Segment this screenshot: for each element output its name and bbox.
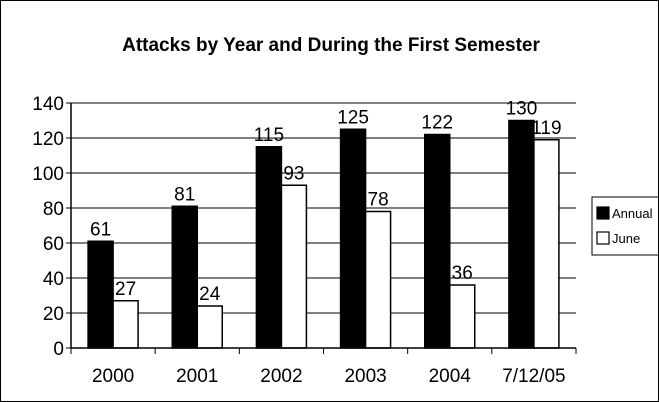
y-tick-label: 60 xyxy=(43,234,64,255)
data-label: 78 xyxy=(368,190,389,211)
data-label: 36 xyxy=(452,263,473,284)
legend-label-june: June xyxy=(612,231,640,246)
x-tick-label: 2003 xyxy=(344,366,386,387)
bar-june-2000 xyxy=(112,300,139,349)
bar-annual-2000 xyxy=(87,240,114,349)
bar-annual-2003 xyxy=(339,128,367,349)
bars xyxy=(87,119,560,349)
bar-june-2003 xyxy=(364,210,392,349)
y-tick-label: 140 xyxy=(32,94,64,115)
bar-annual-2002 xyxy=(255,146,283,349)
y-tick-label: 120 xyxy=(32,129,64,150)
data-label: 122 xyxy=(421,113,453,134)
gridlines xyxy=(71,102,576,349)
bar-june-2004 xyxy=(449,284,476,349)
x-tick-label: 7/12/05 xyxy=(502,366,565,387)
x-axis-ticks: 2000 2001 2002 2003 2004 7/12/05 xyxy=(70,348,577,387)
data-label: 81 xyxy=(174,184,195,205)
axes xyxy=(70,103,576,349)
bar-june-7/12/05 xyxy=(533,139,560,349)
data-label: 24 xyxy=(199,284,221,305)
y-tick-label: 100 xyxy=(32,164,64,185)
bar-annual-2004 xyxy=(424,133,451,349)
data-label: 130 xyxy=(506,99,538,120)
y-tick-label: 80 xyxy=(43,199,64,220)
x-tick-label: 2002 xyxy=(260,366,302,387)
y-axis-ticks: 0 20 40 60 80 100 120 140 xyxy=(32,94,71,360)
x-tick-label: 2001 xyxy=(176,366,218,387)
bar-annual-7/12/05 xyxy=(508,119,535,349)
data-label: 93 xyxy=(283,163,304,184)
data-label: 119 xyxy=(531,118,561,139)
x-tick-label: 2000 xyxy=(92,366,134,387)
x-tick-label: 2004 xyxy=(429,366,472,387)
data-label: 61 xyxy=(90,219,111,240)
data-label: 27 xyxy=(115,279,136,300)
bar-june-2002 xyxy=(280,184,308,349)
data-label: 125 xyxy=(337,107,369,128)
legend-swatch-june xyxy=(596,231,610,245)
y-tick-label: 0 xyxy=(53,339,64,360)
data-label: 115 xyxy=(254,125,284,146)
legend-label-annual: Annual xyxy=(612,206,653,221)
bar-annual-2001 xyxy=(171,205,198,349)
legend-swatch-annual xyxy=(596,206,610,220)
bar-june-2001 xyxy=(196,305,223,349)
y-tick-label: 20 xyxy=(43,304,64,325)
legend: Annual June xyxy=(591,196,658,256)
y-tick-label: 40 xyxy=(43,269,64,290)
chart-title: Attacks by Year and During the First Sem… xyxy=(122,35,540,56)
